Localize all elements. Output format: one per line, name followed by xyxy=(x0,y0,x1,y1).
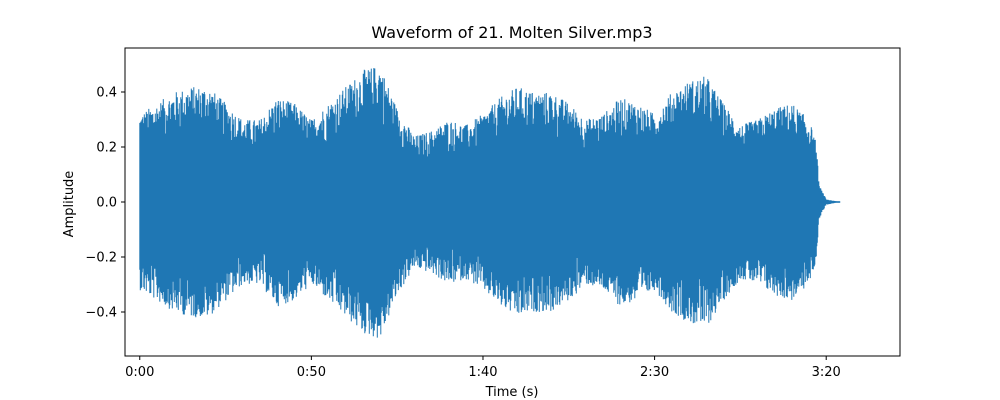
x-tick-label: 1:40 xyxy=(468,365,497,380)
waveform-series xyxy=(139,68,841,338)
y-tick-label: 0.4 xyxy=(96,86,117,101)
y-axis-label: Amplitude xyxy=(62,171,77,238)
x-axis-label: Time (s) xyxy=(485,385,539,400)
y-tick-label: 0.0 xyxy=(96,196,117,211)
x-axis: 0:00 0:50 1:40 2:30 3:20 xyxy=(125,356,841,380)
y-axis: 0.4 0.2 0.0 −0.2 −0.4 xyxy=(85,86,125,321)
chart-title: Waveform of 21. Molten Silver.mp3 xyxy=(371,23,652,42)
plot-area xyxy=(139,68,841,338)
y-tick-label: −0.2 xyxy=(85,251,117,266)
x-tick-label: 0:50 xyxy=(297,365,326,380)
y-tick-label: 0.2 xyxy=(96,141,117,156)
x-tick-label: 0:00 xyxy=(125,365,154,380)
y-tick-label: −0.4 xyxy=(85,306,117,321)
x-tick-label: 3:20 xyxy=(812,365,841,380)
x-tick-label: 2:30 xyxy=(640,365,669,380)
